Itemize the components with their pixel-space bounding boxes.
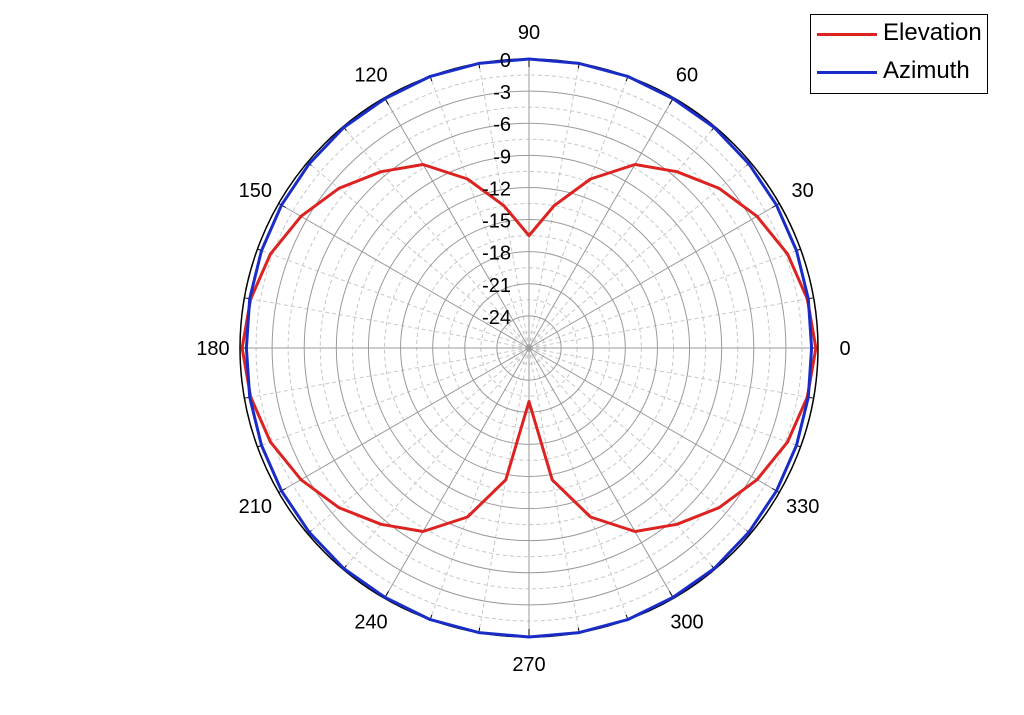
legend-swatch-elevation <box>817 33 877 36</box>
legend-swatch-azimuth <box>817 71 877 74</box>
grid-spoke-minor <box>478 63 530 349</box>
radial-tick-label: -3 <box>493 82 511 104</box>
grid-spoke <box>528 347 674 599</box>
radial-tick-label: -18 <box>482 243 511 265</box>
grid-spoke-minor <box>528 63 580 349</box>
grid-spoke-minor <box>528 161 751 349</box>
angle-tick-label: 210 <box>239 496 272 518</box>
grid-spoke-minor <box>342 126 530 349</box>
grid-spoke-minor <box>528 347 716 570</box>
grid-spoke-minor <box>429 347 530 620</box>
angle-tick-label: 300 <box>670 612 703 634</box>
grid-spoke-minor <box>342 347 530 570</box>
grid-spoke-minor <box>528 347 751 535</box>
grid-spoke-minor <box>528 76 629 349</box>
radial-tick-label: -24 <box>482 307 511 329</box>
radial-tick-label: -15 <box>482 211 511 233</box>
angle-tick-label: 120 <box>354 64 387 86</box>
label-layer: 0 30 60 90 120 150 180 210 240 270 300 330 0 -3 -6 -9 -1… <box>196 22 850 676</box>
grid-layer <box>239 58 819 638</box>
grid-spoke <box>384 97 530 349</box>
grid-spoke-minor <box>528 347 814 399</box>
grid-spoke-minor <box>528 297 814 349</box>
grid-spoke-minor <box>244 347 530 399</box>
angle-tick-label: 60 <box>676 64 698 86</box>
angle-tick-label: 0 <box>839 338 850 360</box>
grid-spoke-minor <box>257 248 530 349</box>
grid-spoke <box>278 347 530 493</box>
legend-item-azimuth: Azimuth <box>811 53 987 91</box>
angle-tick-label: 90 <box>518 22 540 44</box>
grid-spoke-minor <box>528 347 801 448</box>
grid-spoke-minor <box>244 297 530 349</box>
grid-spoke <box>384 347 530 599</box>
legend-item-elevation: Elevation <box>811 15 987 53</box>
angle-tick-label: 30 <box>792 180 814 202</box>
grid-spoke-minor <box>429 76 530 349</box>
grid-spoke <box>278 203 530 349</box>
radial-tick-label: -6 <box>493 114 511 136</box>
grid-spoke <box>528 203 780 349</box>
grid-spoke-minor <box>307 161 530 349</box>
legend: Elevation Azimuth <box>810 14 988 94</box>
radial-tick-label: -9 <box>493 146 511 168</box>
radial-tick-label: -21 <box>482 275 511 297</box>
grid-spoke-minor <box>528 126 716 349</box>
radial-tick-label: 0 <box>500 50 511 72</box>
angle-tick-label: 270 <box>512 654 545 676</box>
series-line-azimuth <box>244 57 814 639</box>
grid-spoke-minor <box>478 347 530 633</box>
legend-label-azimuth: Azimuth <box>883 57 970 84</box>
angle-tick-label: 180 <box>196 338 229 360</box>
grid-spoke-minor <box>528 347 629 620</box>
series-layer <box>240 57 818 639</box>
radial-tick-label: -12 <box>482 178 511 200</box>
angle-tick-label: 330 <box>786 496 819 518</box>
grid-spoke-minor <box>307 347 530 535</box>
grid-spoke <box>528 347 780 493</box>
grid-spoke <box>528 97 674 349</box>
legend-label-elevation: Elevation <box>883 19 982 46</box>
grid-spoke-minor <box>528 248 801 349</box>
grid-spoke-minor <box>528 347 580 633</box>
angle-tick-label: 150 <box>239 180 272 202</box>
grid-spoke-minor <box>257 347 530 448</box>
angle-tick-label: 240 <box>354 612 387 634</box>
series-line-elevation <box>240 163 818 533</box>
